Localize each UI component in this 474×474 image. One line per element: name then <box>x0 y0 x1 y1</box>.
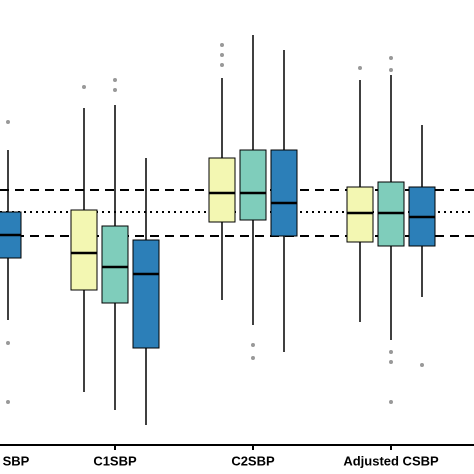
outlier <box>420 363 424 367</box>
outlier <box>358 66 362 70</box>
outlier <box>220 43 224 47</box>
outlier <box>6 120 10 124</box>
x-tick-label: Adjusted CSBP <box>343 453 439 468</box>
outlier <box>251 356 255 360</box>
box <box>70 209 98 291</box>
box <box>101 225 129 304</box>
box <box>270 149 298 237</box>
x-tick-label: C1SBP <box>93 453 137 468</box>
box <box>208 157 236 223</box>
box <box>346 186 374 243</box>
outlier <box>6 341 10 345</box>
outlier <box>113 78 117 82</box>
outlier <box>389 400 393 404</box>
outlier <box>251 343 255 347</box>
box <box>239 149 267 221</box>
x-tick-label: SBP <box>3 453 30 468</box>
outlier <box>389 350 393 354</box>
outlier <box>220 63 224 67</box>
outlier <box>82 85 86 89</box>
outlier <box>113 88 117 92</box>
outlier <box>389 56 393 60</box>
outlier <box>220 53 224 57</box>
x-tick-label: C2SBP <box>231 453 275 468</box>
box <box>132 239 160 349</box>
outlier <box>389 68 393 72</box>
outlier <box>6 400 10 404</box>
outlier <box>389 360 393 364</box>
